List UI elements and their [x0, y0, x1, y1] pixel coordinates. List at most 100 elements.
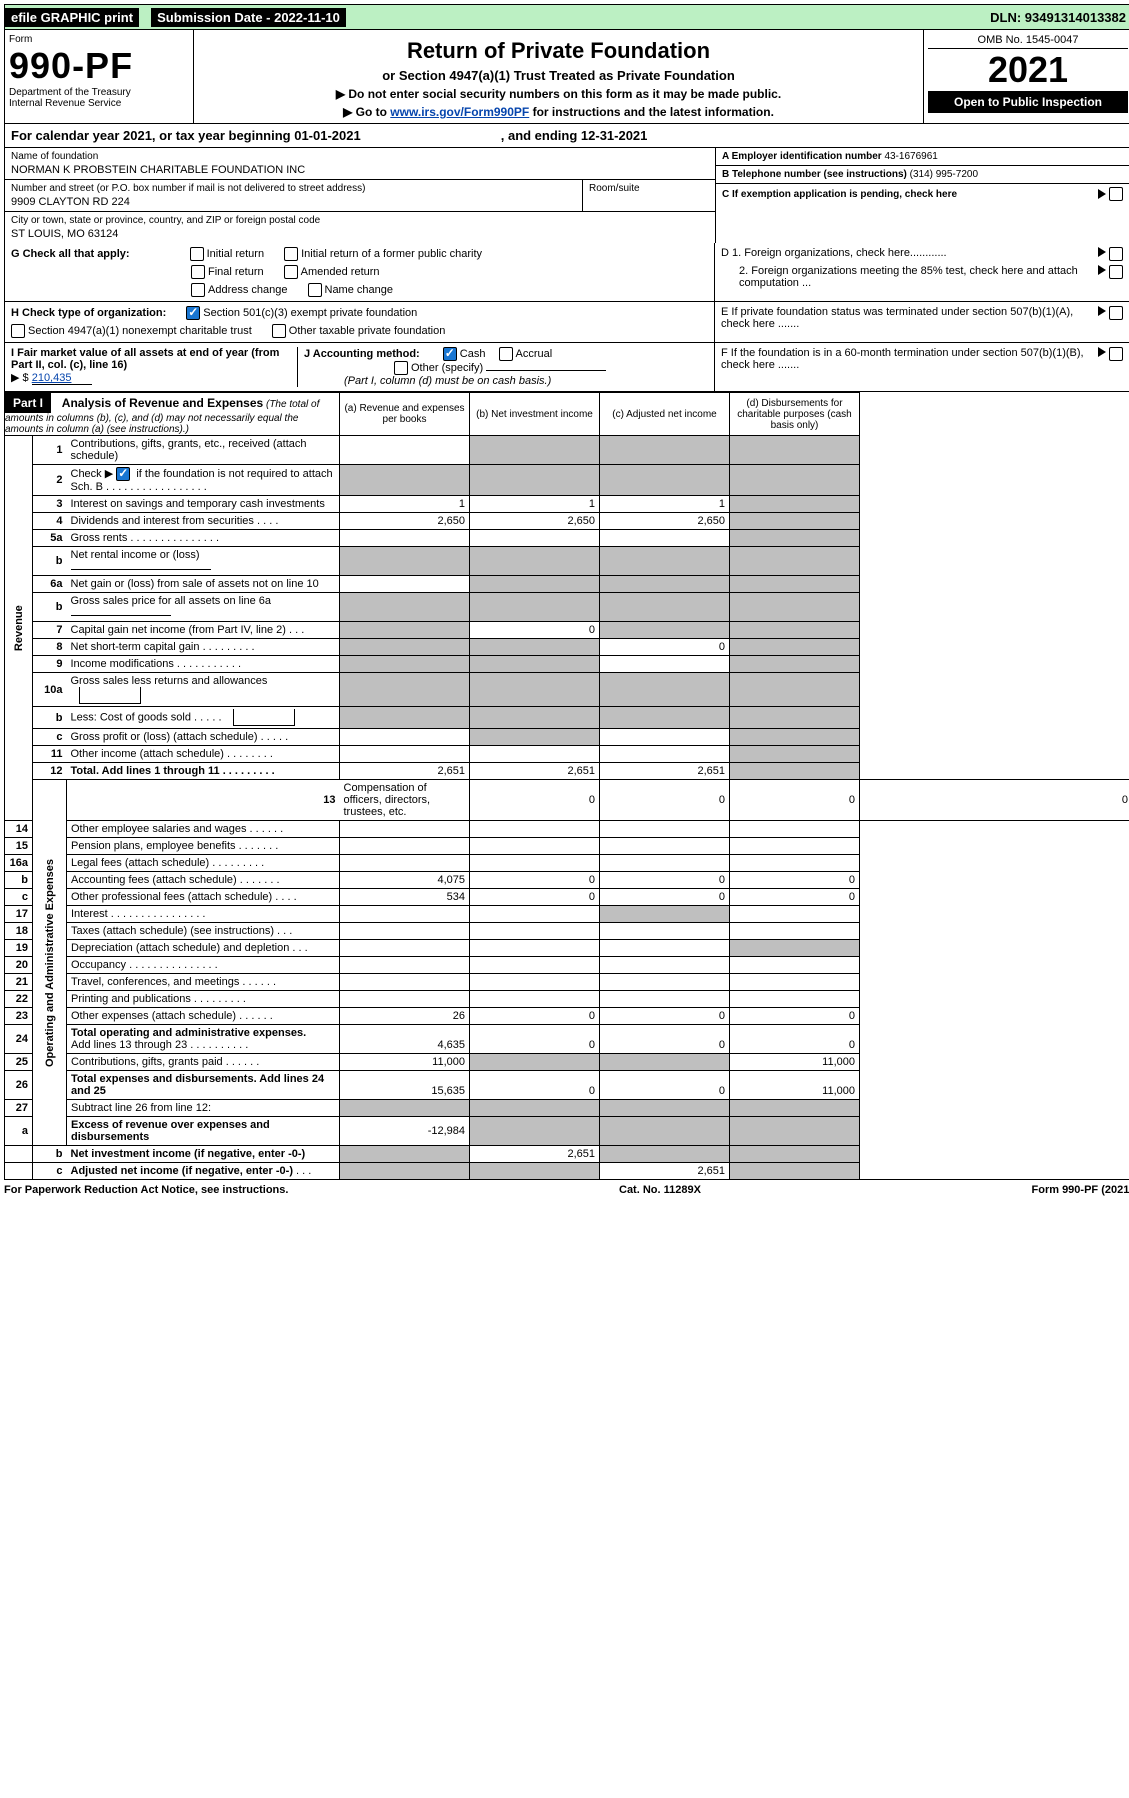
row-15: 15Pension plans, employee benefits . . .… — [5, 838, 1129, 855]
id-left: Name of foundation NORMAN K PROBSTEIN CH… — [5, 148, 715, 243]
checkbox-other-method[interactable] — [394, 361, 408, 375]
cal-year-begin: For calendar year 2021, or tax year begi… — [11, 128, 361, 143]
check-grid-ij: I Fair market value of all assets at end… — [4, 343, 1129, 392]
i-section: I Fair market value of all assets at end… — [11, 347, 298, 387]
row-19: 19Depreciation (attach schedule) and dep… — [5, 940, 1129, 957]
ein-cell: A Employer identification number 43-1676… — [716, 148, 1129, 166]
row-2: 2Check ▶ if the foundation is not requir… — [5, 465, 1129, 496]
checkbox-sch-b[interactable] — [116, 467, 130, 481]
e-checks-right: E If private foundation status was termi… — [715, 302, 1129, 342]
checkbox-final-return[interactable] — [191, 265, 205, 279]
footer-mid: Cat. No. 11289X — [619, 1184, 701, 1196]
checkbox-4947[interactable] — [11, 324, 25, 338]
row-27c: cAdjusted net income (if negative, enter… — [5, 1163, 1129, 1180]
row-22: 22Printing and publications . . . . . . … — [5, 991, 1129, 1008]
checkbox-cash[interactable] — [443, 347, 457, 361]
row-3: 3Interest on savings and temporary cash … — [5, 496, 1129, 513]
row-4: 4Dividends and interest from securities … — [5, 513, 1129, 530]
check-grid-g: G Check all that apply: Initial return I… — [4, 243, 1129, 302]
cal-year-end: , and ending 12-31-2021 — [501, 128, 648, 143]
row-12: 12Total. Add lines 1 through 11 . . . . … — [5, 763, 1129, 780]
row-23: 23Other expenses (attach schedule) . . .… — [5, 1008, 1129, 1025]
part1-header-row: Part I Analysis of Revenue and Expenses … — [5, 393, 1129, 436]
row-17: 17Interest . . . . . . . . . . . . . . .… — [5, 906, 1129, 923]
d-checks-right: D 1. Foreign organizations, check here..… — [715, 243, 1129, 301]
row-6a: 6aNet gain or (loss) from sale of assets… — [5, 576, 1129, 593]
checkbox-initial-return[interactable] — [190, 247, 204, 261]
row-24: 24Total operating and administrative exp… — [5, 1025, 1129, 1054]
checkbox-d2[interactable] — [1109, 265, 1123, 279]
checkbox-c[interactable] — [1109, 187, 1123, 201]
row-5a: 5aGross rents . . . . . . . . . . . . . … — [5, 530, 1129, 547]
triangle-icon — [1098, 347, 1106, 357]
j-section: J Accounting method: Cash Accrual Other … — [298, 347, 708, 387]
submission-date: Submission Date - 2022-11-10 — [151, 8, 346, 27]
checkbox-e[interactable] — [1109, 306, 1123, 320]
open-public-badge: Open to Public Inspection — [928, 91, 1128, 113]
row-9: 9Income modifications . . . . . . . . . … — [5, 656, 1129, 673]
form-number: 990-PF — [9, 45, 189, 87]
checkbox-accrual[interactable] — [499, 347, 513, 361]
phone-cell: B Telephone number (see instructions) (3… — [716, 166, 1129, 184]
city-value: ST LOUIS, MO 63124 — [11, 228, 709, 240]
efile-label: efile GRAPHIC print — [5, 8, 139, 27]
checkbox-amended-return[interactable] — [284, 265, 298, 279]
ij-left: I Fair market value of all assets at end… — [5, 343, 715, 391]
ein-value: 43-1676961 — [884, 151, 937, 162]
form-header: Form 990-PF Department of the Treasury I… — [4, 30, 1129, 124]
g-label: G Check all that apply: — [11, 248, 130, 260]
triangle-icon — [1098, 247, 1106, 257]
part1-badge: Part I — [5, 393, 51, 413]
checkbox-name-change[interactable] — [308, 283, 322, 297]
checkbox-d1[interactable] — [1109, 247, 1123, 261]
checkbox-f[interactable] — [1109, 347, 1123, 361]
fmv-value[interactable]: 210,435 — [32, 372, 92, 385]
row-27: 27Subtract line 26 from line 12: — [5, 1100, 1129, 1117]
checkbox-former-public[interactable] — [284, 247, 298, 261]
row-5b: bNet rental income or (loss) — [5, 547, 1129, 576]
row-11: 11Other income (attach schedule) . . . .… — [5, 746, 1129, 763]
footer-left: For Paperwork Reduction Act Notice, see … — [4, 1184, 288, 1196]
row-10c: cGross profit or (loss) (attach schedule… — [5, 729, 1129, 746]
identification-block: Name of foundation NORMAN K PROBSTEIN CH… — [4, 148, 1129, 243]
checkbox-address-change[interactable] — [191, 283, 205, 297]
row-20: 20Occupancy . . . . . . . . . . . . . . … — [5, 957, 1129, 974]
foundation-name: NORMAN K PROBSTEIN CHARITABLE FOUNDATION… — [11, 164, 709, 176]
top-bar: efile GRAPHIC print Submission Date - 20… — [4, 4, 1129, 30]
phone-value: (314) 995-7200 — [910, 169, 978, 180]
row-13: Operating and Administrative Expenses 13… — [5, 780, 1129, 821]
part1-table: Part I Analysis of Revenue and Expenses … — [4, 392, 1129, 1180]
check-grid-h: H Check type of organization: Section 50… — [4, 302, 1129, 343]
row-18: 18Taxes (attach schedule) (see instructi… — [5, 923, 1129, 940]
row-21: 21Travel, conferences, and meetings . . … — [5, 974, 1129, 991]
foundation-name-cell: Name of foundation NORMAN K PROBSTEIN CH… — [5, 148, 715, 180]
col-c-header: (c) Adjusted net income — [600, 393, 730, 436]
row-7: 7Capital gain net income (from Part IV, … — [5, 622, 1129, 639]
footer: For Paperwork Reduction Act Notice, see … — [4, 1180, 1129, 1200]
row-1: Revenue 1Contributions, gifts, grants, e… — [5, 436, 1129, 465]
col-b-header: (b) Net investment income — [470, 393, 600, 436]
checkbox-other-taxable[interactable] — [272, 324, 286, 338]
row-27a: aExcess of revenue over expenses and dis… — [5, 1117, 1129, 1146]
dept-label: Department of the Treasury — [9, 87, 189, 98]
exemption-cell: C If exemption application is pending, c… — [716, 184, 1129, 204]
row-10a: 10aGross sales less returns and allowanc… — [5, 673, 1129, 707]
header-right: OMB No. 1545-0047 2021 Open to Public In… — [923, 30, 1129, 123]
form-subtitle: or Section 4947(a)(1) Trust Treated as P… — [202, 68, 915, 83]
form-link[interactable]: www.irs.gov/Form990PF — [390, 105, 529, 119]
col-a-header: (a) Revenue and expenses per books — [340, 393, 470, 436]
irs-label: Internal Revenue Service — [9, 98, 189, 109]
triangle-icon — [1098, 306, 1106, 316]
city-cell: City or town, state or province, country… — [5, 212, 715, 243]
address-value: 9909 CLAYTON RD 224 — [11, 196, 576, 208]
row-16b: bAccounting fees (attach schedule) . . .… — [5, 872, 1129, 889]
header-center: Return of Private Foundation or Section … — [194, 30, 923, 123]
expenses-side-label: Operating and Administrative Expenses — [33, 780, 67, 1146]
checkbox-501c3[interactable] — [186, 306, 200, 320]
calendar-year-row: For calendar year 2021, or tax year begi… — [4, 124, 1129, 148]
row-6b: bGross sales price for all assets on lin… — [5, 593, 1129, 622]
form-title: Return of Private Foundation — [202, 38, 915, 64]
dln-label: DLN: 93491314013382 — [984, 8, 1129, 27]
row-26: 26Total expenses and disbursements. Add … — [5, 1071, 1129, 1100]
row-14: 14Other employee salaries and wages . . … — [5, 821, 1129, 838]
